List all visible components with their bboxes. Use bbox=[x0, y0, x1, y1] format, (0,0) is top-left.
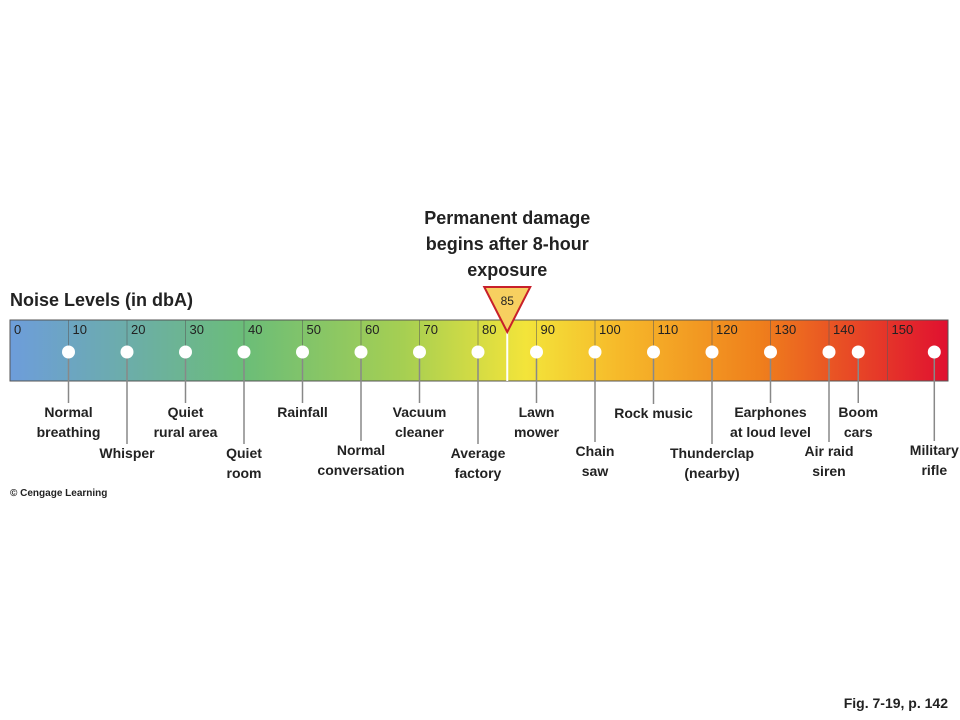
source-label: Average bbox=[451, 445, 506, 461]
title: Noise Levels (in dbA) bbox=[10, 290, 193, 310]
source-label: cars bbox=[844, 424, 873, 440]
source-label: Quiet bbox=[168, 404, 204, 420]
source-label: Rock music bbox=[614, 405, 693, 421]
source-dot bbox=[647, 345, 660, 359]
source-dot bbox=[588, 345, 602, 359]
source-dot bbox=[354, 345, 368, 359]
source-label: Rainfall bbox=[277, 404, 328, 420]
tick-label: 40 bbox=[248, 322, 262, 337]
source-dot bbox=[764, 345, 777, 359]
source-label: room bbox=[227, 465, 262, 481]
source-label: Air raid bbox=[804, 443, 853, 459]
source-label: siren bbox=[812, 463, 845, 479]
source-label: Lawn bbox=[519, 404, 555, 420]
source-label: rural area bbox=[154, 424, 218, 440]
source-dot bbox=[927, 345, 941, 359]
source-dot bbox=[413, 345, 426, 359]
tick-label: 130 bbox=[775, 322, 797, 337]
source-label: Thunderclap bbox=[670, 445, 754, 461]
source-dot bbox=[471, 345, 485, 359]
source-label: saw bbox=[582, 463, 609, 479]
tick-label: 150 bbox=[892, 322, 914, 337]
tick-label: 100 bbox=[599, 322, 621, 337]
damage-annotation: begins after 8-hour bbox=[426, 234, 589, 254]
source-label: Vacuum bbox=[393, 404, 447, 420]
tick-label: 110 bbox=[658, 322, 679, 337]
damage-annotation: Permanent damage bbox=[424, 208, 590, 228]
source-label: Quiet bbox=[226, 445, 262, 461]
figure-label: Fig. 7-19, p. 142 bbox=[844, 695, 948, 711]
source-label: breathing bbox=[37, 424, 101, 440]
source-label: factory bbox=[455, 465, 502, 481]
source-dot bbox=[62, 345, 75, 359]
tick-label: 60 bbox=[365, 322, 379, 337]
source-label: (nearby) bbox=[684, 465, 739, 481]
source-dot bbox=[705, 345, 719, 359]
source-label: Whisper bbox=[99, 445, 155, 461]
source-dot bbox=[530, 345, 543, 359]
source-label: at loud level bbox=[730, 424, 811, 440]
tick-label: 140 bbox=[833, 322, 855, 337]
tick-label: 10 bbox=[73, 322, 87, 337]
tick-label: 70 bbox=[424, 322, 438, 337]
tick-label: 30 bbox=[190, 322, 204, 337]
credit: © Cengage Learning bbox=[10, 488, 107, 499]
source-label: Normal bbox=[337, 442, 385, 458]
tick-label: 0 bbox=[14, 322, 21, 337]
source-dot bbox=[120, 345, 134, 359]
damage-marker bbox=[482, 286, 532, 335]
damage-level: 85 bbox=[501, 294, 515, 308]
source-label: rifle bbox=[921, 462, 947, 478]
tick-label: 80 bbox=[482, 322, 496, 337]
tick-label: 90 bbox=[541, 322, 555, 337]
source-label: Military bbox=[910, 442, 959, 458]
source-label: mower bbox=[514, 424, 560, 440]
source-label: Chain bbox=[576, 443, 615, 459]
source-label: conversation bbox=[317, 462, 404, 478]
source-dot bbox=[296, 345, 309, 359]
tick-label: 50 bbox=[307, 322, 321, 337]
source-label: Normal bbox=[44, 404, 92, 420]
tick-label: 120 bbox=[716, 322, 738, 337]
damage-annotation: exposure bbox=[467, 260, 547, 280]
source-dot bbox=[851, 345, 865, 359]
source-dot bbox=[822, 345, 836, 359]
source-label: Boom bbox=[838, 404, 878, 420]
source-label: cleaner bbox=[395, 424, 445, 440]
source-label: Earphones bbox=[734, 404, 807, 420]
tick-label: 20 bbox=[131, 322, 145, 337]
source-dot bbox=[237, 345, 251, 359]
source-dot bbox=[179, 345, 192, 359]
